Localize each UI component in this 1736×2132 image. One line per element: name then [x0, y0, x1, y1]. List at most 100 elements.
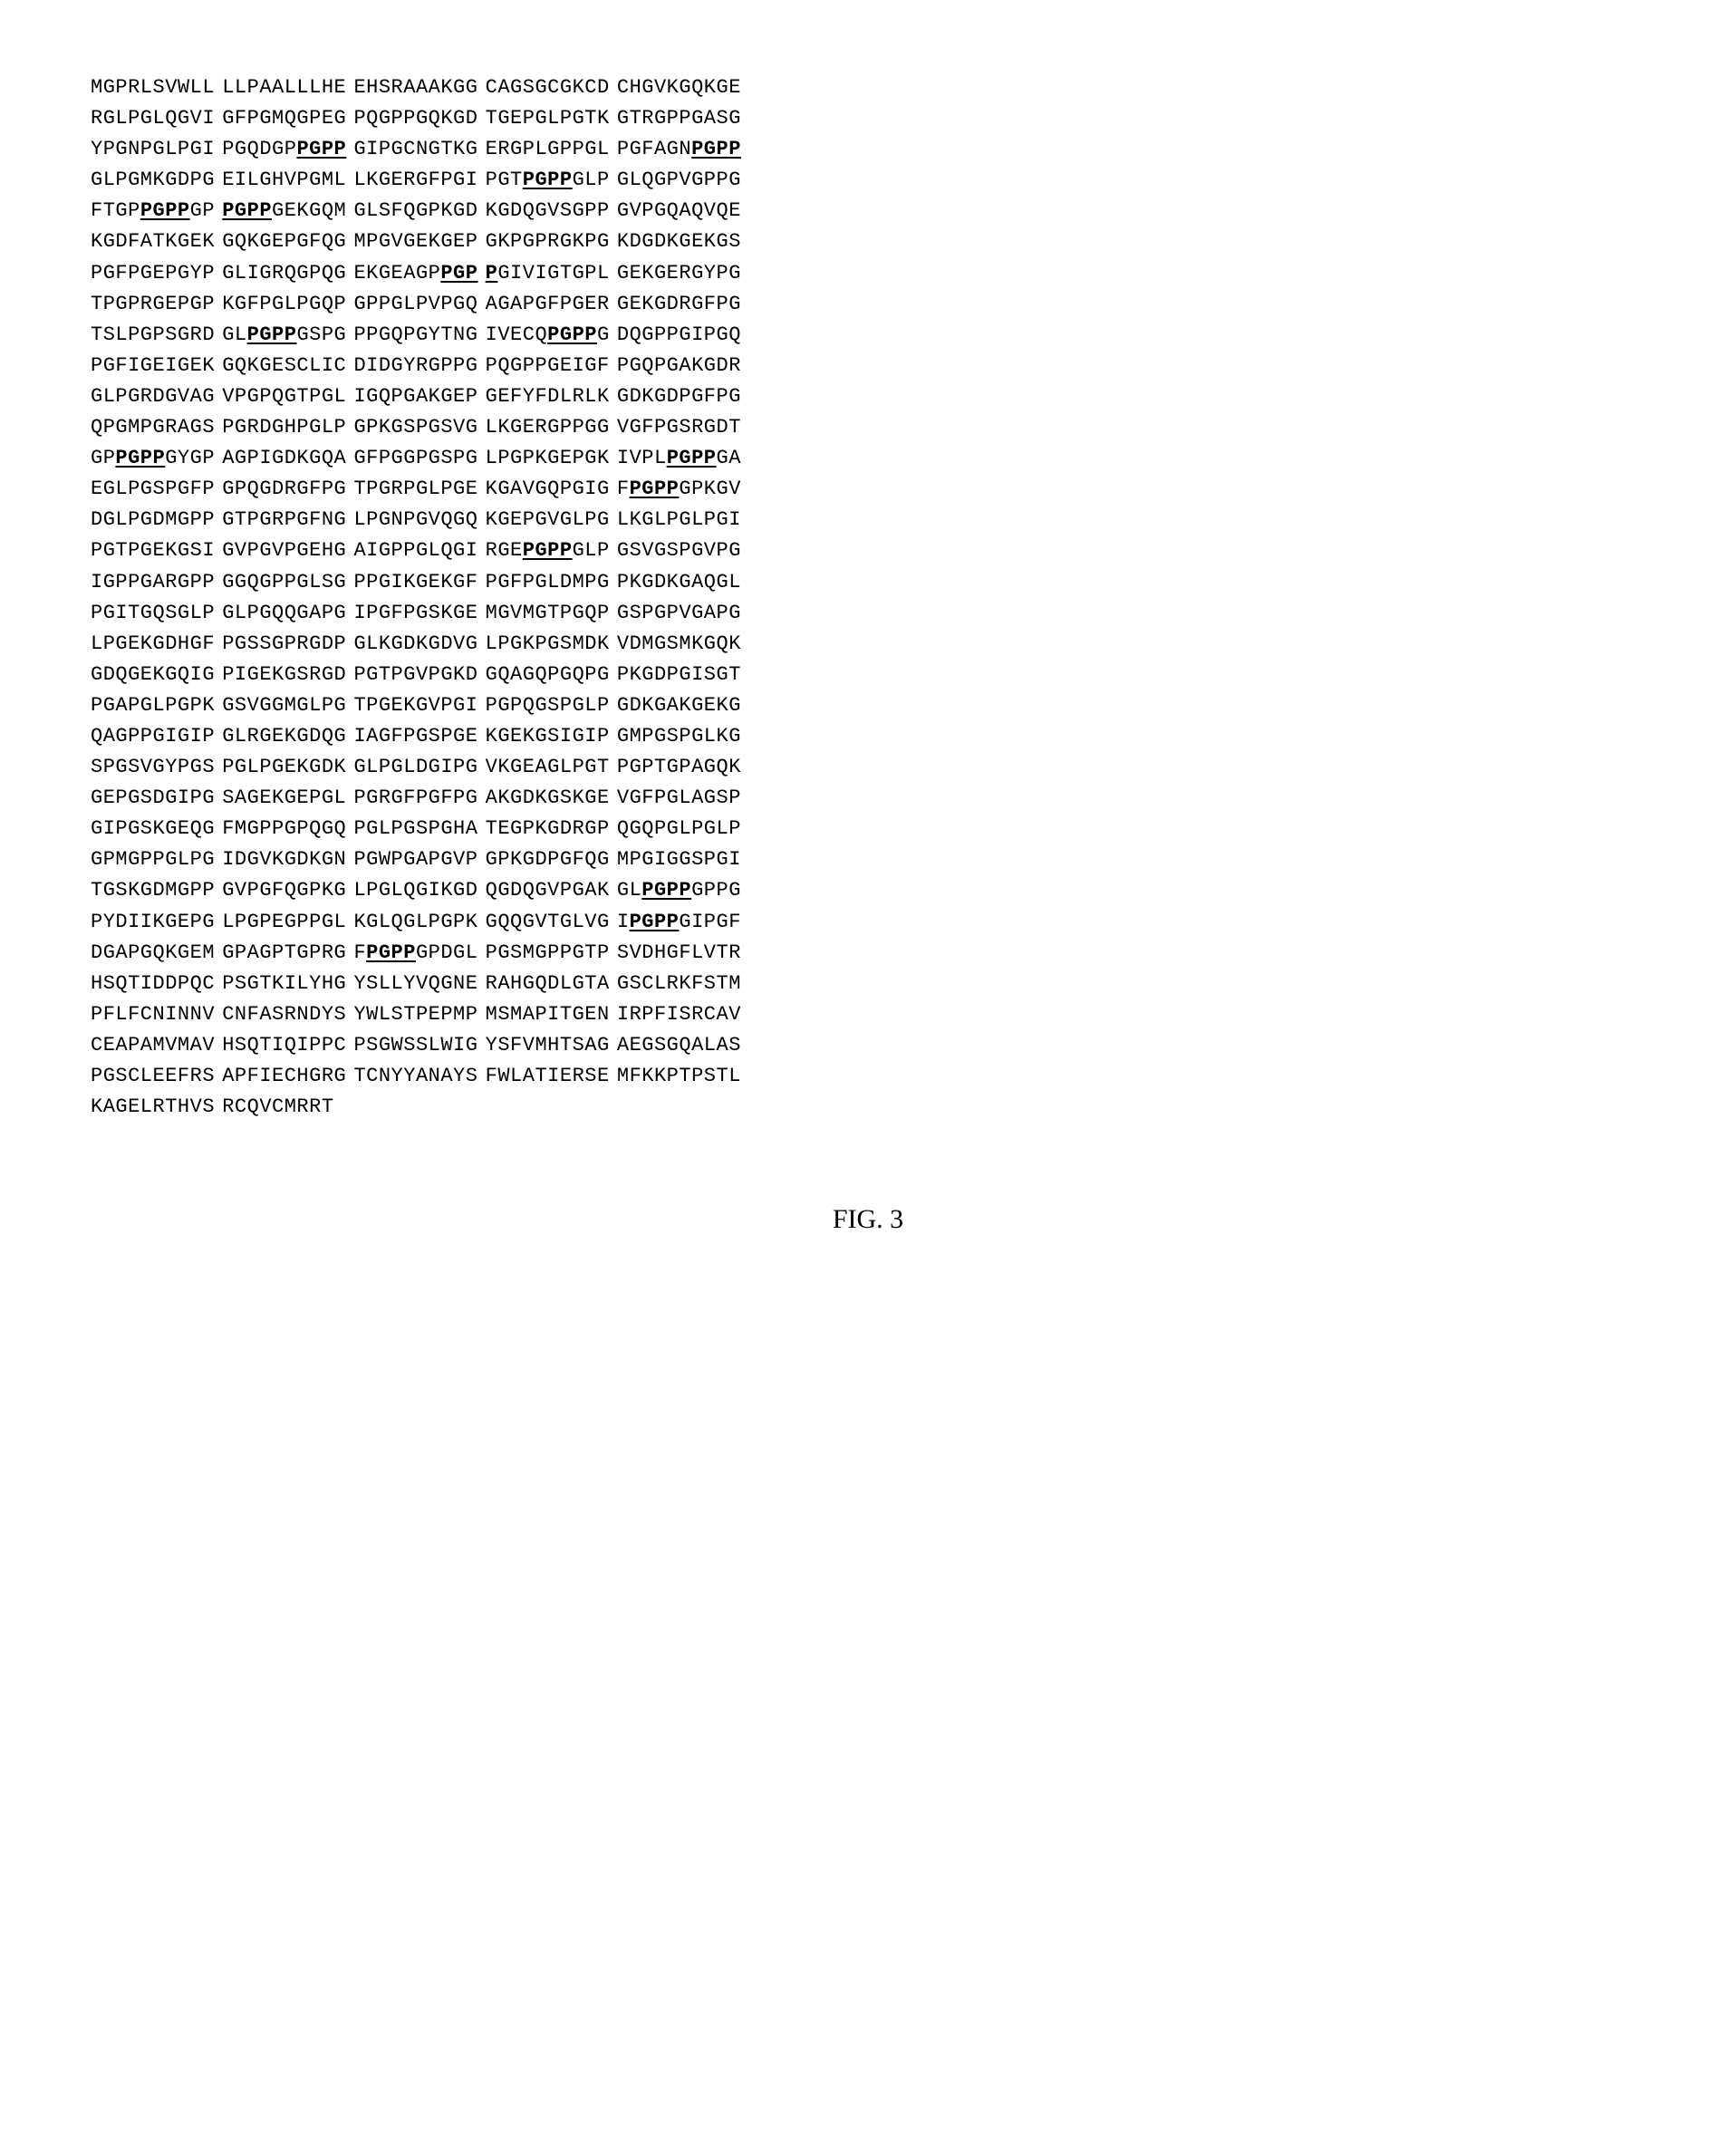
sequence-column: GSPGPVGAPG: [617, 598, 741, 629]
sequence-column: LPGEKGDHGF: [91, 629, 222, 660]
sequence-column: GPAGPTGPRG: [222, 938, 353, 969]
sequence-row: LPGEKGDHGFPGSSGPRGDPGLKGDKGDVGLPGKPGSMDK…: [91, 629, 1645, 660]
sequence-column: DIDGYRGPPG: [353, 351, 485, 381]
sequence-column: GEKGDRGFPG: [617, 289, 741, 320]
pgpp-motif: PGPP: [547, 323, 597, 346]
sequence-row: GEPGSDGIPGSAGEKGEPGLPGRGFPGFPGAKGDKGSKGE…: [91, 783, 1645, 814]
sequence-column: APFIECHGRG: [222, 1061, 353, 1092]
sequence-column: CNFASRNDYS: [222, 999, 353, 1030]
sequence-column: RGEPGPPGLP: [486, 535, 617, 566]
sequence-column: PGPPGEKGQM: [222, 196, 353, 227]
sequence-column: MGVMGTPGQP: [486, 598, 617, 629]
sequence-row: MGPRLSVWLLLLPAALLLHEEHSRAAAKGGCAGSGCGKCD…: [91, 72, 1645, 103]
sequence-column: GLPGPPGPPG: [617, 875, 741, 906]
pgpp-motif: PGPP: [115, 447, 165, 469]
sequence-row: PGITGQSGLPGLPGQQGAPGIPGFPGSKGEMGVMGTPGQP…: [91, 598, 1645, 629]
sequence-column: GGQGPPGLSG: [222, 567, 353, 598]
sequence-column: GVPGVPGEHG: [222, 535, 353, 566]
sequence-row: QPGMPGRAGSPGRDGHPGLPGPKGSPGSVGLKGERGPPGG…: [91, 412, 1645, 443]
sequence-column: CAGSGCGKCD: [486, 72, 617, 103]
sequence-column: TGEPGLPGTK: [486, 103, 617, 134]
sequence-column: GSCLRKFSTM: [617, 969, 741, 999]
sequence-column: CHGVKGQKGE: [617, 72, 741, 103]
sequence-column: PKGDPGISGT: [617, 660, 741, 690]
sequence-column: GTPGRPGFNG: [222, 505, 353, 535]
sequence-column: AKGDKGSKGE: [486, 783, 617, 814]
sequence-column: GLIGRQGPQG: [222, 258, 353, 289]
sequence-column: PGQPGAKGDR: [617, 351, 741, 381]
sequence-column: YWLSTPEPMP: [353, 999, 485, 1030]
pgpp-motif: PGPP: [247, 323, 297, 346]
sequence-column: RGLPGLQGVI: [91, 103, 222, 134]
sequence-column: GLPGPPGSPG: [222, 320, 353, 351]
sequence-column: AGAPGFPGER: [486, 289, 617, 320]
figure-label: FIG. 3: [91, 1204, 1645, 1235]
sequence-column: LPGPEGPPGL: [222, 907, 353, 938]
sequence-column: KGFPGLPGQP: [222, 289, 353, 320]
sequence-column: YSLLYVQGNE: [353, 969, 485, 999]
sequence-column: PGRDGHPGLP: [222, 412, 353, 443]
sequence-column: EHSRAAAKGG: [353, 72, 485, 103]
pgpp-motif: PGPP: [630, 478, 680, 500]
pgpp-motif: PGPP: [140, 199, 190, 222]
sequence-row: HSQTIDDPQCPSGTKILYHGYSLLYVQGNERAHGQDLGTA…: [91, 969, 1645, 999]
sequence-row: KGDFATKGEKGQKGEPGFQGMPGVGEKGEPGKPGPRGKPG…: [91, 227, 1645, 257]
sequence-column: GPKGDPGFQG: [486, 844, 617, 875]
sequence-column: KGDQGVSGPP: [486, 196, 617, 227]
sequence-row: IGPPGARGPPGGQGPPGLSGPPGIKGEKGFPGFPGLDMPG…: [91, 567, 1645, 598]
sequence-column: VKGEAGLPGT: [486, 752, 617, 783]
pgpp-motif: PGPP: [667, 447, 717, 469]
sequence-column: KGEKGSIGIP: [486, 721, 617, 752]
sequence-column: GIPGCNGTKG: [353, 134, 485, 165]
sequence-column: GEFYFDLRLK: [486, 381, 617, 412]
sequence-column: PGLPGSPGHA: [353, 814, 485, 844]
sequence-column: YPGNPGLPGI: [91, 134, 222, 165]
sequence-column: GIPGSKGEQG: [91, 814, 222, 844]
sequence-column: QGQPGLPGLP: [617, 814, 741, 844]
sequence-row: DGLPGDMGPPGTPGRPGFNGLPGNPGVQGQKGEPGVGLPG…: [91, 505, 1645, 535]
sequence-row: TGSKGDMGPPGVPGFQGPKGLPGLQGIKGDQGDQGVPGAK…: [91, 875, 1645, 906]
pgpp-motif: PGPP: [366, 941, 416, 964]
sequence-column: PPGIKGEKGF: [353, 567, 485, 598]
sequence-row: SPGSVGYPGSPGLPGEKGDKGLPGLDGIPGVKGEAGLPGT…: [91, 752, 1645, 783]
sequence-column: PGFPGLDMPG: [486, 567, 617, 598]
sequence-column: CEAPAMVMAV: [91, 1030, 222, 1061]
sequence-column: PGTPGPPGLP: [486, 165, 617, 196]
sequence-row: PFLFCNINNVCNFASRNDYSYWLSTPEPMPMSMAPITGEN…: [91, 999, 1645, 1030]
pgpp-motif: PGPP: [296, 138, 346, 160]
sequence-column: KDGDKGEKGS: [617, 227, 741, 257]
sequence-column: GQAGQPGQPG: [486, 660, 617, 690]
sequence-column: PKGDKGAQGL: [617, 567, 741, 598]
sequence-column: PGIVIGTGPL: [486, 258, 617, 289]
sequence-row: GIPGSKGEQGFMGPPGPQGQPGLPGSPGHATEGPKGDRGP…: [91, 814, 1645, 844]
sequence-column: VPGPQGTPGL: [222, 381, 353, 412]
sequence-column: TPGPRGEPGP: [91, 289, 222, 320]
sequence-column: VGFPGLAGSP: [617, 783, 741, 814]
sequence-column: PGAPGLPGPK: [91, 690, 222, 721]
sequence-column: IVECQPGPPG: [486, 320, 617, 351]
sequence-column: TPGRPGLPGE: [353, 474, 485, 505]
sequence-column: PGFIGEIGEK: [91, 351, 222, 381]
sequence-column: ERGPLGPPGL: [486, 134, 617, 165]
sequence-column: PGITGQSGLP: [91, 598, 222, 629]
sequence-column: PQGPPGQKGD: [353, 103, 485, 134]
sequence-column: KGAVGQPGIG: [486, 474, 617, 505]
sequence-column: GDKGAKGEKG: [617, 690, 741, 721]
sequence-column: GDQGEKGQIG: [91, 660, 222, 690]
sequence-column: GPMGPPGLPG: [91, 844, 222, 875]
sequence-column: PGTPGEKGSI: [91, 535, 222, 566]
sequence-column: IGQPGAKGEP: [353, 381, 485, 412]
sequence-row: GPPGPPGYGPAGPIGDKGQAGFPGGPGSPGLPGPKGEPGK…: [91, 443, 1645, 474]
sequence-column: IPGPPGIPGF: [617, 907, 741, 938]
sequence-column: GLQGPVGPPG: [617, 165, 741, 196]
sequence-column: TPGEKGVPGI: [353, 690, 485, 721]
sequence-column: IGPPGARGPP: [91, 567, 222, 598]
sequence-column: IVPLPGPPGA: [617, 443, 741, 474]
sequence-column: PGFPGEPGYP: [91, 258, 222, 289]
sequence-column: PSGWSSLWIG: [353, 1030, 485, 1061]
sequence-row: GLPGMKGDPGEILGHVPGMLLKGERGFPGIPGTPGPPGLP…: [91, 165, 1645, 196]
sequence-column: IPGFPGSKGE: [353, 598, 485, 629]
sequence-row: DGAPGQKGEMGPAGPTGPRGFPGPPGPDGLPGSMGPPGTP…: [91, 938, 1645, 969]
sequence-column: PGWPGAPGVP: [353, 844, 485, 875]
sequence-column: EKGEAGPPGP: [353, 258, 485, 289]
